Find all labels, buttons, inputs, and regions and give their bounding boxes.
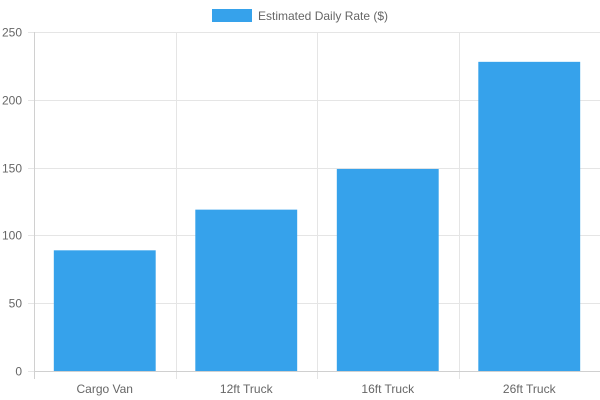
tick-labels: 0 50 100 150 200 250 Cargo Van 12ft Truck 16ft T… xyxy=(2,26,557,397)
legend[interactable]: Estimated Daily Rate ($) xyxy=(212,9,388,23)
legend-label: Estimated Daily Rate ($) xyxy=(258,9,388,23)
bars xyxy=(53,61,581,371)
y-tick-label: 200 xyxy=(2,94,22,108)
y-tick-label: 150 xyxy=(2,162,22,176)
y-tick-label: 100 xyxy=(2,229,22,243)
x-tick-label: 16ft Truck xyxy=(361,382,415,396)
y-tick-label: 0 xyxy=(15,365,22,379)
y-tick-label: 250 xyxy=(2,26,22,40)
bar[interactable] xyxy=(478,61,581,371)
legend-swatch xyxy=(212,9,252,22)
axes xyxy=(28,32,600,372)
x-tick-label: 12ft Truck xyxy=(220,382,274,396)
bar[interactable] xyxy=(336,168,439,371)
x-tick-label: Cargo Van xyxy=(77,382,133,396)
x-tick-label: 26ft Truck xyxy=(503,382,557,396)
bar[interactable] xyxy=(53,250,156,371)
grid xyxy=(34,32,600,379)
bar[interactable] xyxy=(195,209,298,371)
y-tick-label: 50 xyxy=(9,297,23,311)
